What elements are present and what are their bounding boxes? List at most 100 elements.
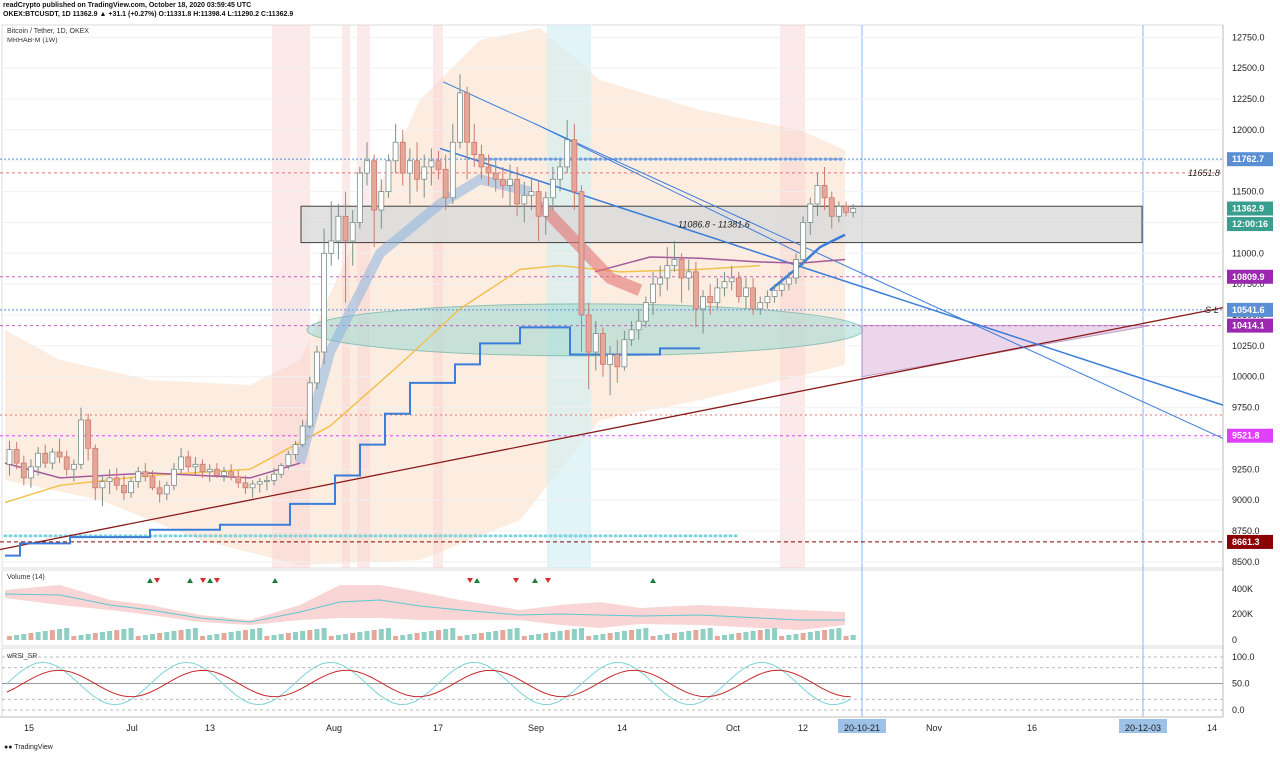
volume-ma-line: [4, 593, 845, 623]
moving-average-purple-left: [4, 462, 301, 479]
candle-body: [135, 471, 142, 483]
volume-bar: [478, 633, 484, 640]
candle-body: [843, 206, 849, 213]
volume-bar: [242, 630, 248, 640]
volume-bar: [486, 632, 492, 640]
volume-bar: [671, 633, 677, 640]
volume-pane-label: Volume (14): [7, 574, 45, 581]
price-tick-label: 11000.0: [1232, 248, 1264, 258]
candle-body: [449, 141, 456, 199]
volume-bar: [421, 632, 427, 640]
candle-body: [642, 302, 649, 322]
candle-body: [414, 160, 420, 180]
price-tick-label: 10750.0: [1232, 279, 1265, 289]
price-tick-label: 8750.0: [1232, 526, 1260, 536]
volume-bar: [621, 631, 627, 640]
candle-body: [406, 160, 413, 174]
volume-bar: [221, 633, 227, 640]
signal-marker-10: [532, 578, 538, 583]
volume-bar: [457, 636, 463, 640]
symbol-name[interactable]: Bitcoin / Tether, 1D, OKEX: [7, 28, 89, 35]
candle-body: [6, 449, 13, 465]
candle-body: [128, 481, 134, 494]
candle-body: [693, 271, 699, 310]
time-tick-label: Nov: [926, 723, 943, 733]
volume-bar: [500, 630, 506, 640]
candle-body: [28, 466, 34, 479]
volume-bar: [700, 629, 706, 640]
candle-body: [542, 197, 549, 217]
candle-body: [335, 215, 342, 242]
candle-body: [800, 222, 807, 260]
volume-bar: [264, 636, 270, 640]
time-tick-label: Aug: [326, 723, 342, 733]
candle-body: [256, 481, 263, 485]
volume-bar: [178, 630, 184, 640]
volume-bar: [829, 629, 835, 640]
candle-body: [185, 456, 192, 468]
candle-body: [285, 454, 292, 466]
volume-bar: [85, 634, 91, 640]
candle-body: [557, 166, 563, 180]
rising-trendline: [0, 306, 1224, 551]
candle-body: [49, 451, 56, 464]
candle-body: [735, 277, 742, 297]
volume-bar: [64, 628, 70, 640]
volume-tick-label: 400K: [1232, 584, 1253, 594]
volume-bar: [14, 635, 20, 640]
candle-body: [714, 287, 721, 304]
candle-body: [550, 178, 556, 199]
volume-bar: [142, 635, 148, 640]
candle-body: [521, 194, 528, 205]
rsi-pane-label: wRSI_SR: [6, 653, 37, 660]
candle-body: [249, 483, 256, 489]
volume-bar: [357, 632, 363, 640]
candle-body: [163, 484, 170, 495]
price-label-4: 10541.6: [1232, 305, 1265, 315]
volume-bar: [600, 634, 606, 640]
candle-body: [507, 178, 513, 186]
volume-bar: [607, 633, 613, 640]
volume-bar: [722, 635, 727, 640]
date-box-12: [1119, 719, 1167, 733]
time-tick-label: Sep: [528, 723, 544, 733]
rsi-tick-label: 100.0: [1232, 652, 1255, 662]
price-label-bg-4: [1227, 302, 1273, 317]
volume-bar: [843, 636, 849, 640]
candle-body: [778, 283, 785, 291]
candle-body: [121, 484, 127, 494]
volume-bar: [743, 632, 749, 640]
volume-bar: [150, 634, 155, 640]
price-tick-label: 9750.0: [1232, 403, 1260, 413]
volume-bar: [550, 632, 556, 640]
candle-body: [628, 329, 635, 341]
volume-bar: [571, 629, 577, 640]
footer-brand[interactable]: ●● TradingView: [4, 744, 53, 751]
rsi-tick-label: 50.0: [1232, 679, 1250, 689]
support-ellipse: [306, 303, 864, 357]
volume-bar: [400, 635, 406, 640]
candle-body: [707, 296, 714, 304]
candle-body: [635, 320, 642, 331]
price-label-bg-5: [1227, 318, 1273, 333]
falling-trendline-2: [439, 147, 1224, 406]
indicator-name[interactable]: MRHAB-M (1W): [7, 37, 58, 44]
candle-body: [728, 277, 735, 283]
candle-body: [650, 283, 656, 304]
candle-body: [585, 314, 592, 353]
candle-body: [20, 462, 27, 479]
volume-bar: [128, 628, 134, 640]
bollinger-cloud: [5, 28, 845, 565]
candle-body: [821, 185, 828, 199]
price-label-3: 10809.9: [1232, 272, 1265, 282]
volume-bar: [28, 633, 34, 640]
price-label-1: 11362.9: [1232, 204, 1264, 214]
candle-body: [371, 160, 378, 211]
cloud-band-right: [769, 233, 846, 292]
volume-bar: [800, 633, 806, 640]
red-highlight-zone-4: [780, 25, 805, 568]
volume-bar: [614, 632, 620, 640]
publish-info: readCrypto published on TradingView.com,…: [3, 2, 252, 9]
candle-body: [228, 471, 235, 478]
